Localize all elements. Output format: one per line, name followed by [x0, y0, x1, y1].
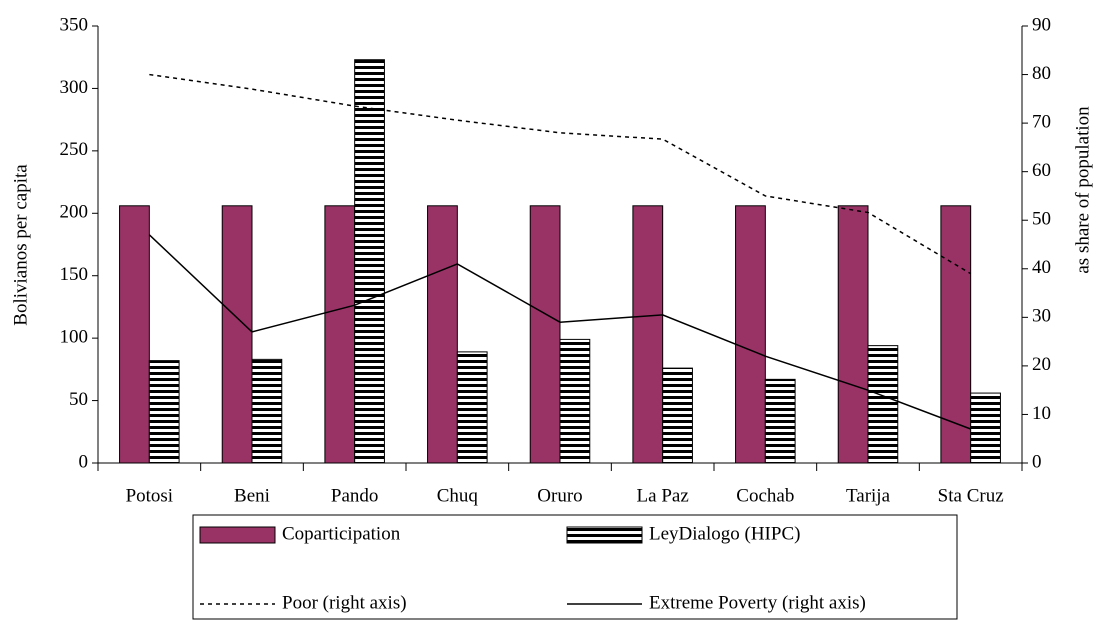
- y2-tick-label: 80: [1032, 63, 1051, 84]
- y-tick-label: 0: [79, 451, 89, 472]
- y-tick-label: 50: [69, 389, 88, 410]
- bar: [632, 205, 664, 464]
- bar: [456, 351, 488, 464]
- x-tick-label: Tarija: [846, 485, 891, 506]
- y2-tick-label: 10: [1032, 403, 1051, 424]
- bar: [148, 360, 180, 464]
- y-tick-label: 100: [60, 327, 89, 348]
- y-tick-label: 200: [60, 202, 89, 223]
- y-tick-label: 250: [60, 139, 89, 160]
- bar: [221, 205, 253, 464]
- bar: [837, 205, 869, 464]
- legend-label: LeyDialogo (HIPC): [649, 523, 800, 544]
- x-tick-label: Cochab: [736, 485, 794, 506]
- x-tick-label: La Paz: [637, 485, 689, 506]
- x-tick-label: Chuq: [437, 485, 479, 506]
- bar: [559, 338, 591, 464]
- y2-tick-label: 0: [1032, 451, 1042, 472]
- y2-tick-label: 50: [1032, 209, 1051, 230]
- y2-tick-label: 20: [1032, 354, 1051, 375]
- bar: [764, 378, 796, 464]
- y2-tick-label: 60: [1032, 160, 1051, 181]
- y2-axis-title: as share of population: [1072, 106, 1093, 274]
- legend-label: Poor (right axis): [282, 592, 407, 613]
- x-tick-label: Beni: [234, 485, 270, 506]
- y2-tick-label: 40: [1032, 257, 1051, 278]
- x-tick-label: Oruro: [537, 485, 582, 506]
- y2-tick-label: 90: [1032, 14, 1051, 35]
- bar: [324, 205, 356, 464]
- bar: [970, 392, 1001, 464]
- x-tick-label: Pando: [331, 485, 379, 506]
- y2-tick-label: 70: [1032, 111, 1051, 132]
- legend-swatch: [566, 526, 643, 544]
- bar: [354, 59, 385, 464]
- bar: [251, 358, 283, 464]
- line: [148, 234, 971, 430]
- y-tick-label: 350: [60, 14, 89, 35]
- legend-label: Coparticipation: [282, 523, 401, 544]
- y-axis-title: Bolivianos per capita: [10, 164, 31, 326]
- bar: [119, 205, 150, 464]
- x-tick-label: Sta Cruz: [938, 485, 1004, 506]
- x-tick-label: Potosi: [126, 485, 174, 506]
- legend-swatch: [199, 526, 276, 544]
- y2-tick-label: 30: [1032, 306, 1051, 327]
- bar: [427, 205, 458, 464]
- bar: [867, 345, 899, 464]
- legend-label: Extreme Poverty (right axis): [649, 592, 866, 613]
- bar: [735, 205, 766, 464]
- bar: [529, 205, 561, 464]
- bar: [940, 205, 972, 464]
- legend-box: [192, 514, 958, 620]
- line: [149, 73, 972, 275]
- bar: [662, 367, 693, 464]
- y-tick-label: 150: [60, 264, 89, 285]
- y-tick-label: 300: [60, 77, 89, 98]
